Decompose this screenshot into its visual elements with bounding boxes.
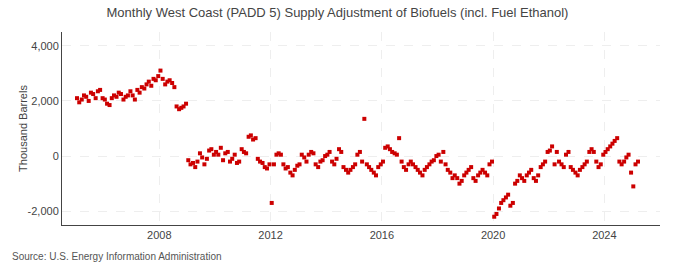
svg-text:2,000: 2,000: [31, 95, 59, 107]
svg-text:2020: 2020: [481, 229, 505, 241]
svg-text:Source: U.S. Energy Informatio: Source: U.S. Energy Information Administ…: [12, 251, 222, 262]
svg-text:2012: 2012: [258, 229, 282, 241]
svg-text:2016: 2016: [370, 229, 394, 241]
svg-text:Monthly West Coast (PADD 5) Su: Monthly West Coast (PADD 5) Supply Adjus…: [107, 5, 569, 20]
svg-text:Thousand Barrels: Thousand Barrels: [17, 85, 29, 172]
svg-text:2024: 2024: [592, 229, 616, 241]
svg-text:-2,000: -2,000: [28, 205, 59, 217]
svg-text:0: 0: [53, 150, 59, 162]
svg-text:4,000: 4,000: [31, 40, 59, 52]
svg-text:2008: 2008: [147, 229, 171, 241]
